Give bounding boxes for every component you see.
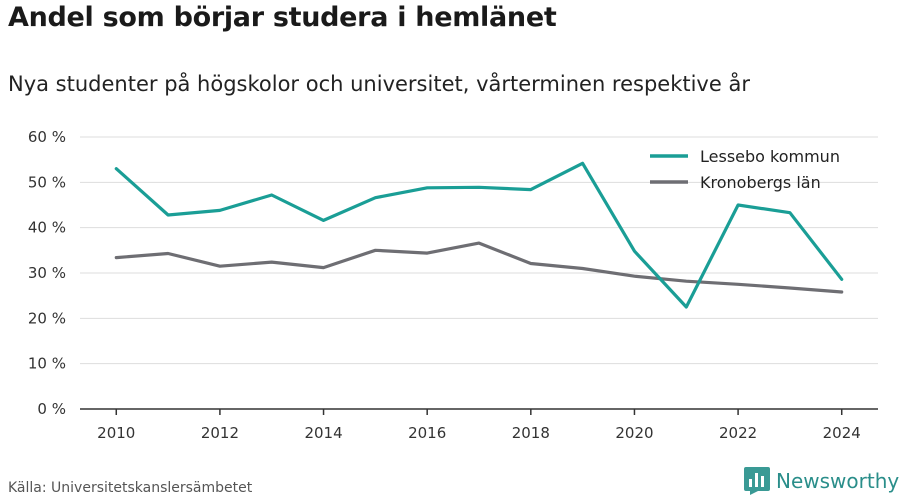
y-tick-label: 40 %: [28, 219, 66, 237]
x-tick-label: 2022: [719, 424, 757, 442]
legend-label: Kronobergs län: [700, 173, 821, 192]
legend-label: Lessebo kommun: [700, 147, 840, 166]
x-tick-label: 2024: [823, 424, 861, 442]
chart-title: Andel som börjar studera i hemlänet: [8, 2, 557, 33]
series-lines: [114, 161, 844, 309]
series-line-lessebo: [114, 161, 844, 309]
x-tick-label: 2020: [615, 424, 653, 442]
x-tick-label: 2018: [512, 424, 550, 442]
source-note: Källa: Universitetskanslersämbetet: [8, 480, 253, 496]
x-tick-label: 2014: [304, 424, 342, 442]
line-chart: 0 % 10 % 20 % 30 % 40 % 50 % 60 % 2010 2012 2014 2…: [28, 128, 878, 442]
brand-name: Newsworthy: [776, 469, 900, 493]
x-tick-label: 2010: [97, 424, 135, 442]
y-tick-label: 20 %: [28, 309, 66, 327]
y-tick-label: 0 %: [37, 400, 66, 418]
axes: 0 % 10 % 20 % 30 % 40 % 50 % 60 % 2010 2012 2014 2…: [28, 128, 878, 442]
x-tick-label: 2012: [201, 424, 239, 442]
y-tick-label: 60 %: [28, 128, 66, 146]
y-tick-label: 50 %: [28, 173, 66, 191]
series-line-kronoberg: [114, 241, 844, 294]
grid-lines: [80, 136, 878, 365]
brand-logo: Newsworthy: [744, 467, 899, 495]
y-tick-label: 10 %: [28, 355, 66, 373]
bar-chart-logo-icon: [744, 467, 770, 495]
y-tick-label: 30 %: [28, 264, 66, 282]
legend: Lessebo kommun Kronobergs län: [650, 147, 840, 192]
chart-subtitle: Nya studenter på högskolor och universit…: [8, 72, 750, 96]
x-tick-label: 2016: [408, 424, 446, 442]
